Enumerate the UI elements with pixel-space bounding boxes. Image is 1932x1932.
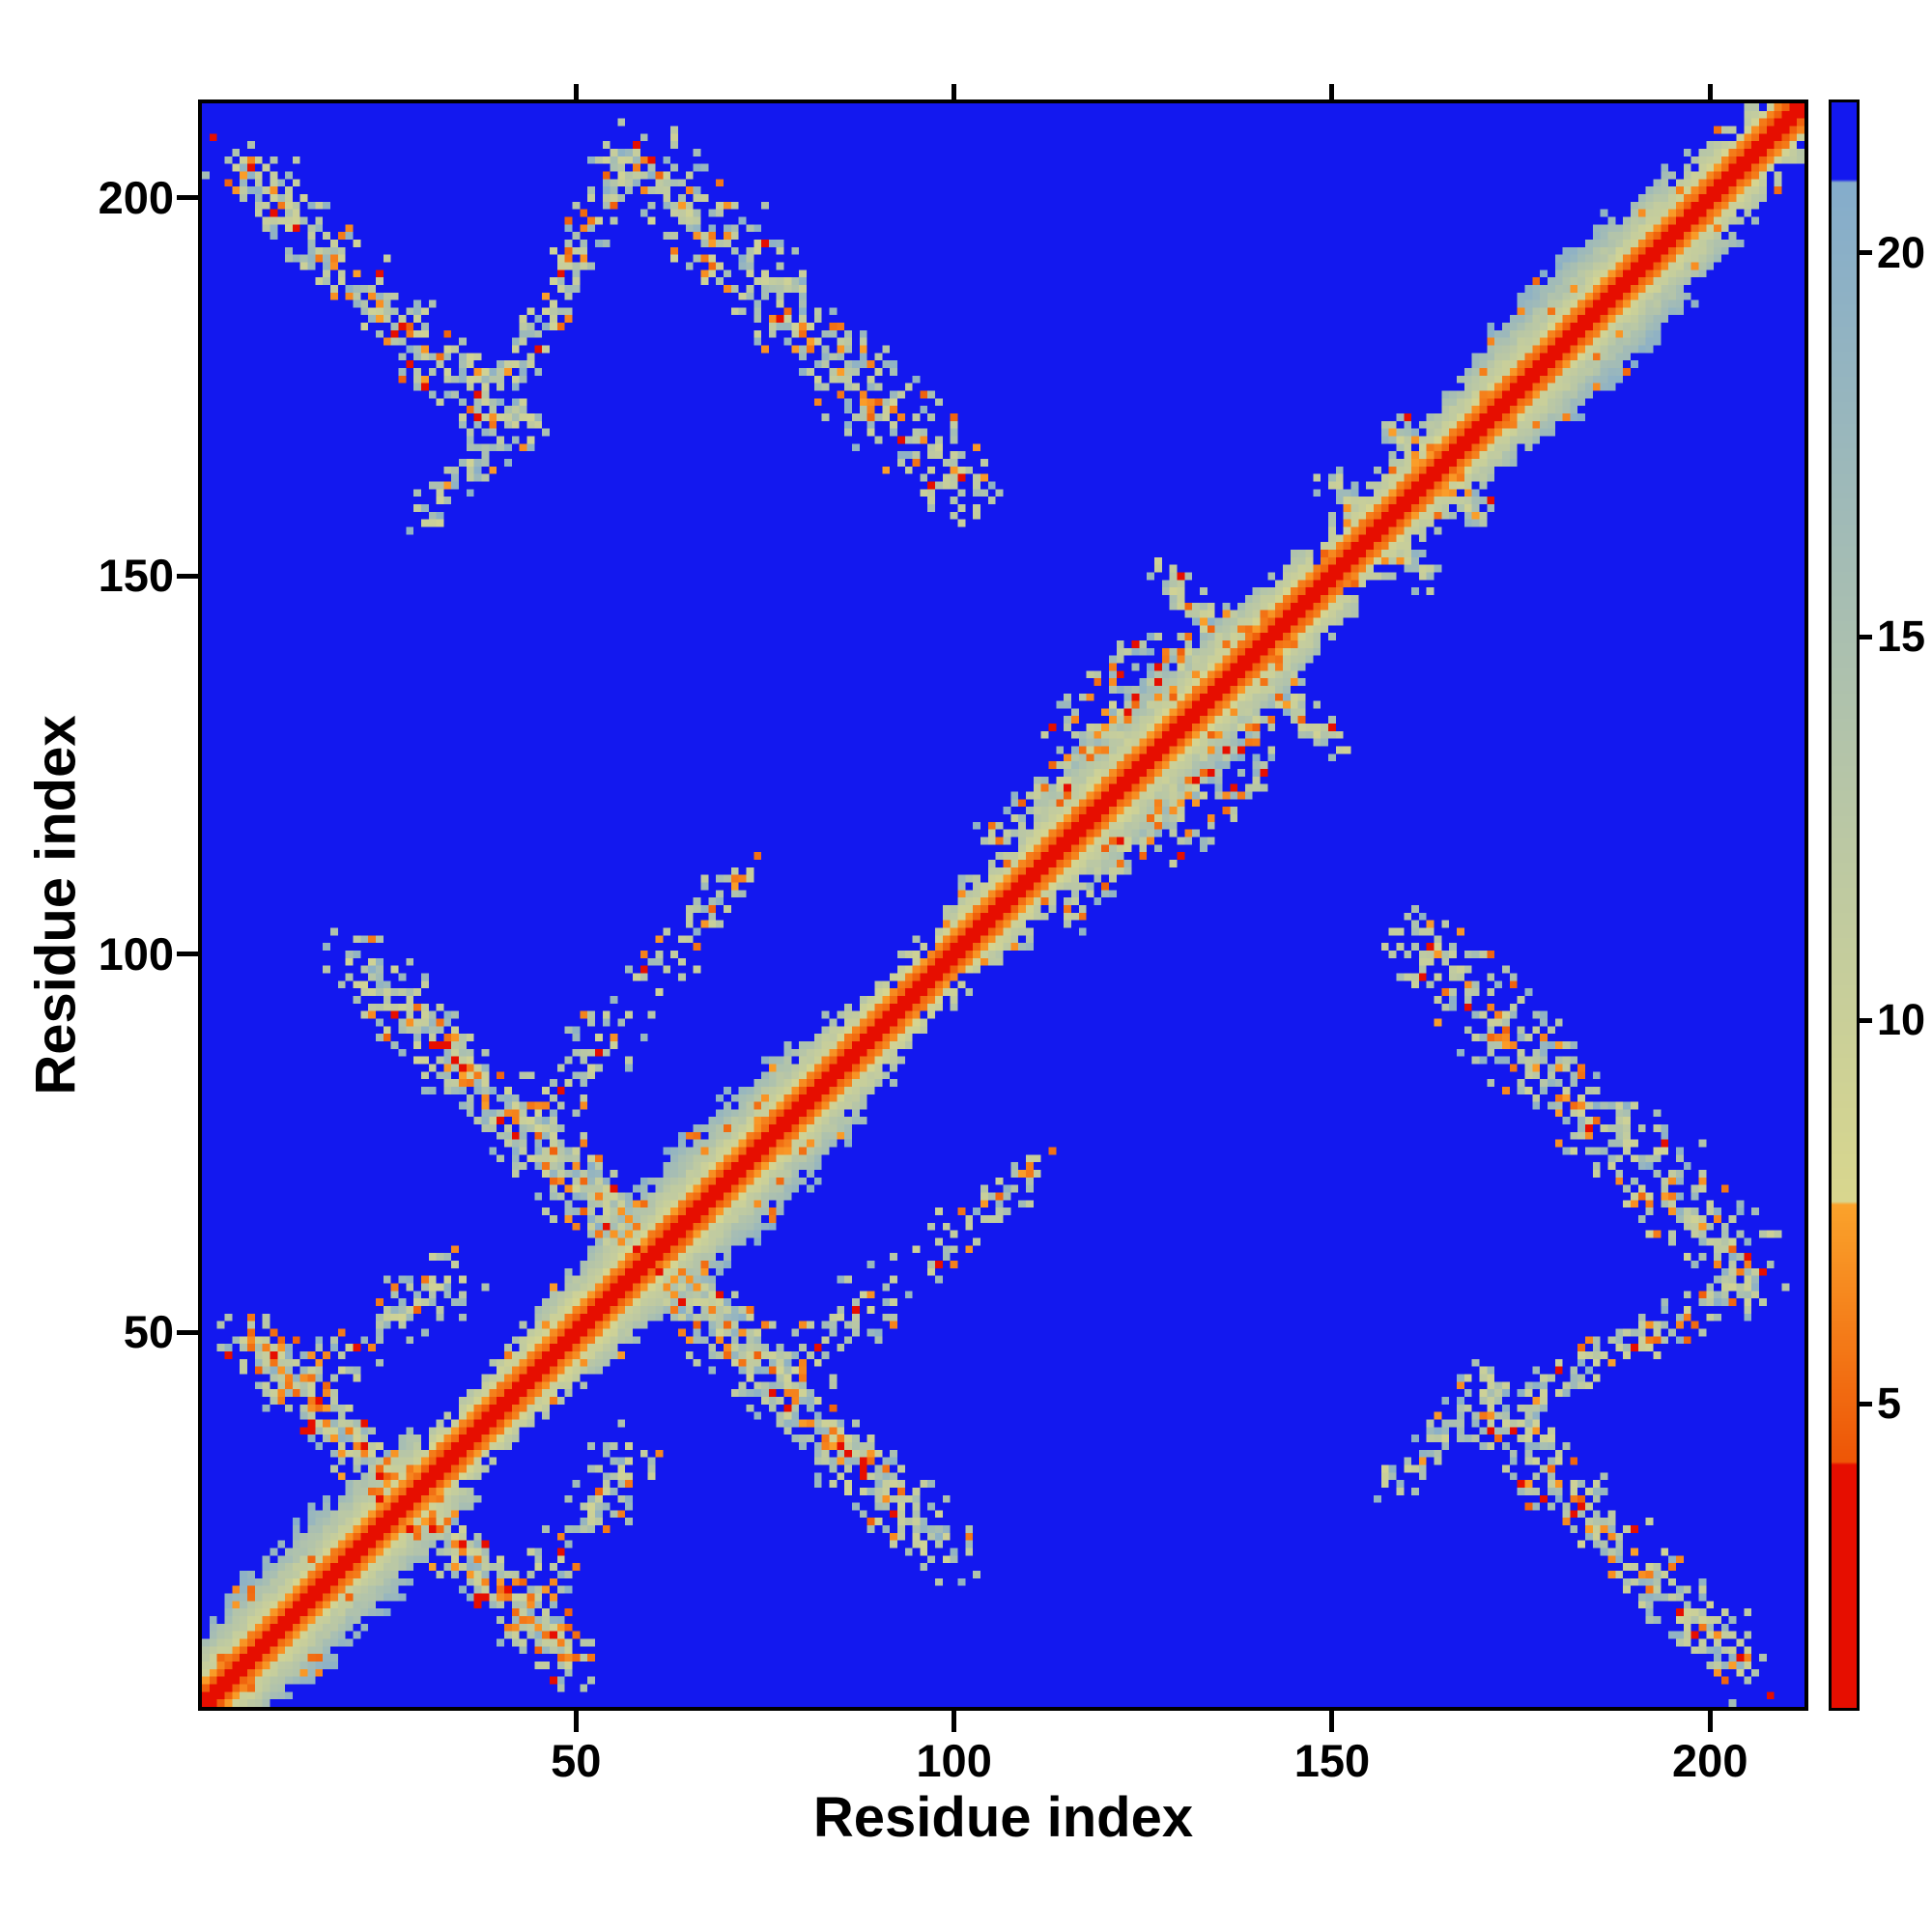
x-top-tick-mark bbox=[1329, 84, 1335, 99]
y-tick-mark bbox=[177, 1329, 198, 1335]
colorbar-tick-mark bbox=[1860, 634, 1872, 639]
x-top-tick-mark bbox=[1707, 84, 1713, 99]
y-axis-label: Residue index bbox=[24, 715, 88, 1095]
colorbar-tick-mark bbox=[1860, 250, 1872, 256]
x-tick-mark bbox=[573, 1711, 579, 1732]
y-tick-mark bbox=[177, 952, 198, 957]
y-tick-label-50: 50 bbox=[123, 1306, 174, 1358]
colorbar-tick-mark bbox=[1860, 1017, 1872, 1023]
x-tick-label-100: 100 bbox=[916, 1735, 992, 1786]
x-tick-mark bbox=[1707, 1711, 1713, 1732]
heatmap-plot bbox=[198, 99, 1808, 1711]
colorbar-gradient bbox=[1832, 102, 1857, 1708]
y-tick-label-200: 200 bbox=[98, 171, 174, 223]
colorbar bbox=[1829, 99, 1860, 1711]
x-tick-mark bbox=[1329, 1711, 1335, 1732]
x-top-tick-mark bbox=[952, 84, 957, 99]
colorbar-tick-label-5: 5 bbox=[1877, 1378, 1902, 1429]
colorbar-tick-label-20: 20 bbox=[1877, 227, 1926, 277]
y-tick-label-100: 100 bbox=[98, 927, 174, 980]
x-tick-label-150: 150 bbox=[1293, 1735, 1371, 1786]
x-top-tick-mark bbox=[573, 84, 579, 99]
colorbar-tick-mark bbox=[1860, 1401, 1872, 1406]
x-tick-label-50: 50 bbox=[551, 1735, 602, 1786]
y-tick-label-150: 150 bbox=[98, 550, 174, 602]
x-tick-mark bbox=[952, 1711, 957, 1732]
x-axis-label: Residue index bbox=[812, 1786, 1194, 1849]
y-tick-mark bbox=[177, 573, 198, 579]
y-tick-mark bbox=[177, 195, 198, 201]
colorbar-tick-label-15: 15 bbox=[1877, 611, 1926, 661]
x-tick-label-200: 200 bbox=[1672, 1735, 1748, 1786]
colorbar-tick-label-10: 10 bbox=[1877, 995, 1926, 1045]
heatmap-canvas bbox=[202, 103, 1804, 1707]
